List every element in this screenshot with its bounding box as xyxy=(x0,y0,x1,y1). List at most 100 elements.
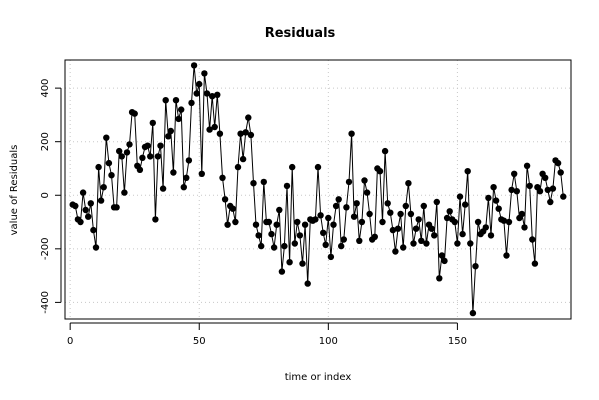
data-point xyxy=(234,163,242,171)
data-point xyxy=(216,130,224,137)
data-point xyxy=(500,217,508,224)
data-point xyxy=(162,97,169,104)
x-tick-label: 150 xyxy=(448,336,467,347)
data-point xyxy=(147,153,154,160)
data-point xyxy=(242,129,249,136)
data-point xyxy=(418,237,425,244)
data-point xyxy=(518,210,526,218)
data-point xyxy=(123,149,131,156)
data-point xyxy=(175,115,182,123)
data-point xyxy=(250,180,257,187)
data-point xyxy=(353,200,360,207)
data-point xyxy=(513,188,520,195)
data-point xyxy=(529,236,536,243)
data-point xyxy=(270,244,278,251)
data-point xyxy=(454,240,461,247)
data-point xyxy=(363,189,371,196)
data-point xyxy=(487,232,495,239)
data-point xyxy=(366,210,373,218)
data-point xyxy=(350,213,358,220)
data-point xyxy=(521,224,528,231)
data-point xyxy=(544,186,551,194)
data-point xyxy=(255,232,262,239)
data-point xyxy=(245,114,252,121)
data-point xyxy=(441,257,448,265)
data-point xyxy=(361,177,368,184)
data-point xyxy=(301,221,309,228)
data-point xyxy=(472,263,479,270)
data-point xyxy=(72,202,79,210)
data-point xyxy=(183,174,190,181)
data-point xyxy=(144,142,151,149)
data-point xyxy=(170,169,177,176)
y-tick-label: -400 xyxy=(40,291,51,314)
data-point xyxy=(154,153,162,160)
data-point xyxy=(343,204,350,211)
data-point xyxy=(219,174,226,181)
data-point xyxy=(185,157,193,164)
data-point xyxy=(330,221,337,228)
data-point xyxy=(523,162,531,169)
data-point xyxy=(467,240,474,247)
data-point xyxy=(542,174,549,181)
x-axis: 0 50 100 150 xyxy=(67,322,467,347)
data-point xyxy=(299,260,306,267)
data-point xyxy=(121,189,128,196)
data-point xyxy=(260,178,267,186)
data-point xyxy=(485,194,492,202)
data-point xyxy=(402,202,409,210)
data-point xyxy=(167,127,174,135)
data-point xyxy=(340,236,347,243)
data-point xyxy=(443,214,451,222)
data-point xyxy=(511,170,518,177)
data-point xyxy=(407,210,415,218)
data-point xyxy=(314,163,322,171)
chart-title: Residuals xyxy=(265,26,336,41)
data-point xyxy=(371,233,378,240)
data-point xyxy=(190,62,198,69)
data-point xyxy=(159,185,167,192)
data-point xyxy=(456,193,464,200)
data-point xyxy=(95,163,102,171)
data-point xyxy=(459,230,466,238)
data-point xyxy=(131,110,138,117)
data-point xyxy=(505,218,513,226)
x-tick-label: 0 xyxy=(67,336,73,347)
data-point xyxy=(492,197,500,204)
data-point xyxy=(397,210,404,218)
data-point xyxy=(118,153,126,160)
grid-lines xyxy=(65,60,571,319)
x-tick-label: 100 xyxy=(319,336,338,347)
data-point xyxy=(90,226,97,234)
data-point xyxy=(526,182,533,190)
data-point xyxy=(229,205,236,212)
data-point xyxy=(345,178,353,186)
data-point xyxy=(152,216,159,223)
y-axis: -400 -200 0 200 400 xyxy=(40,79,62,314)
data-point xyxy=(531,260,539,267)
data-point xyxy=(420,202,427,210)
x-tick-label: 50 xyxy=(193,336,206,347)
data-point xyxy=(433,198,440,206)
data-point xyxy=(203,90,211,97)
data-point xyxy=(214,91,221,99)
data-point xyxy=(281,242,288,250)
data-point xyxy=(495,205,502,212)
series-residuals xyxy=(69,62,567,317)
data-point xyxy=(198,170,205,177)
data-point xyxy=(268,230,275,238)
y-tick-label: 400 xyxy=(40,79,51,98)
data-point xyxy=(97,197,105,204)
data-point xyxy=(320,229,327,236)
data-point xyxy=(85,213,92,220)
data-point xyxy=(92,244,100,251)
data-point xyxy=(438,252,446,259)
data-point xyxy=(201,70,208,77)
data-point xyxy=(136,166,144,173)
data-point xyxy=(211,123,218,131)
data-point xyxy=(358,218,366,226)
y-tick-label: 0 xyxy=(40,192,51,198)
data-point xyxy=(105,159,113,167)
data-point xyxy=(180,184,187,191)
